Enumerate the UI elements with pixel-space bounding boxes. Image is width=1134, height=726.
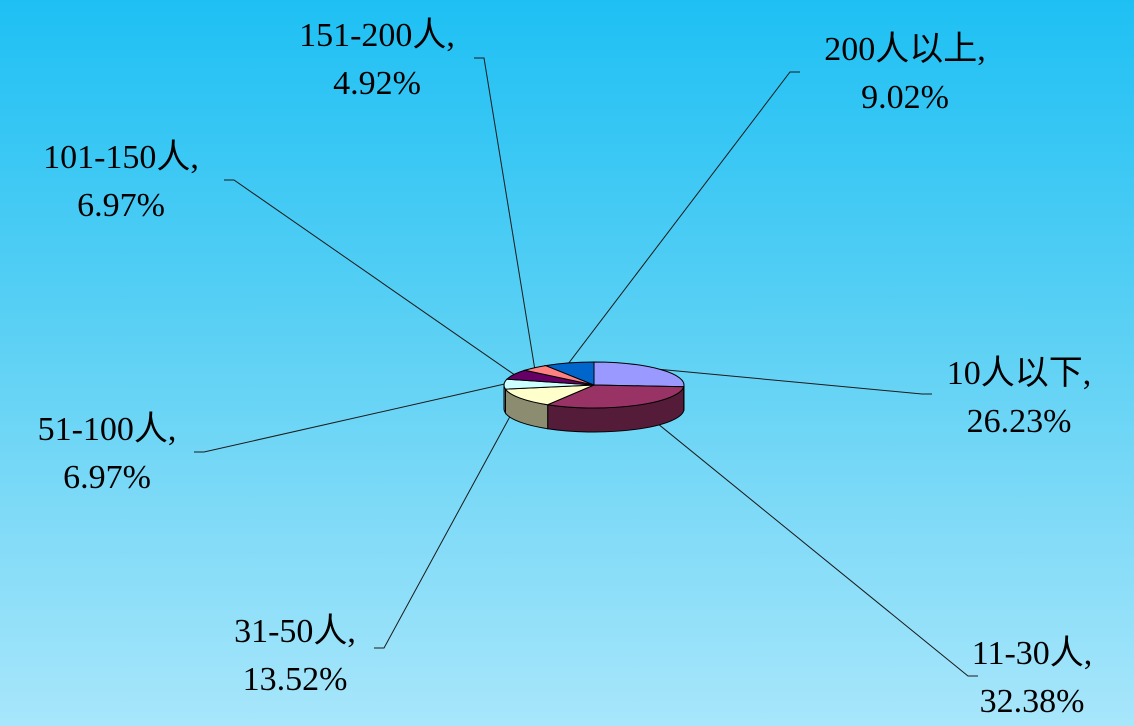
leader-line-101-150	[224, 179, 515, 375]
leader-line-11-30	[634, 405, 978, 677]
slice-label-name: 51-100人,	[37, 411, 177, 448]
leader-line-151-200	[474, 57, 536, 368]
slice-label-percent: 6.97%	[77, 187, 165, 224]
slice-label-name: 101-150人,	[43, 139, 199, 176]
slice-label-10-below: 10人以下, 26.23%	[908, 350, 1130, 446]
slice-label-name: 31-50人,	[234, 613, 356, 650]
pie-slice-10-below	[593, 361, 685, 388]
slice-label-name: 10人以下,	[946, 355, 1092, 392]
slice-label-51-100: 51-100人, 6.97%	[0, 406, 214, 502]
leader-lines	[194, 57, 978, 677]
slice-label-200-plus: 200人以上, 9.02%	[790, 26, 1020, 122]
slice-label-percent: 6.97%	[63, 459, 151, 496]
leader-line-51-100	[194, 383, 505, 453]
leader-line-10-below	[659, 368, 932, 395]
pie-slice-200-plus	[543, 361, 595, 386]
slice-label-name: 151-200人,	[299, 17, 455, 54]
slice-label-101-150: 101-150人, 6.97%	[6, 134, 236, 230]
pie-slices	[503, 361, 685, 433]
slice-label-31-50: 31-50人, 13.52%	[190, 608, 400, 704]
slice-label-percent: 4.92%	[333, 65, 421, 102]
slice-label-percent: 9.02%	[861, 79, 949, 116]
slice-label-name: 11-30人,	[971, 635, 1093, 672]
slice-label-151-200: 151-200人, 4.92%	[262, 12, 492, 108]
leader-line-200-plus	[568, 71, 800, 364]
slice-label-percent: 13.52%	[242, 661, 348, 698]
slice-label-name: 200人以上,	[824, 31, 986, 68]
pie-slice-31-50	[504, 384, 595, 406]
slice-label-percent: 26.23%	[966, 403, 1072, 440]
leader-line-31-50	[374, 397, 521, 649]
slice-label-percent: 32.38%	[979, 683, 1085, 720]
slice-label-11-30: 11-30人, 32.38%	[930, 630, 1134, 726]
